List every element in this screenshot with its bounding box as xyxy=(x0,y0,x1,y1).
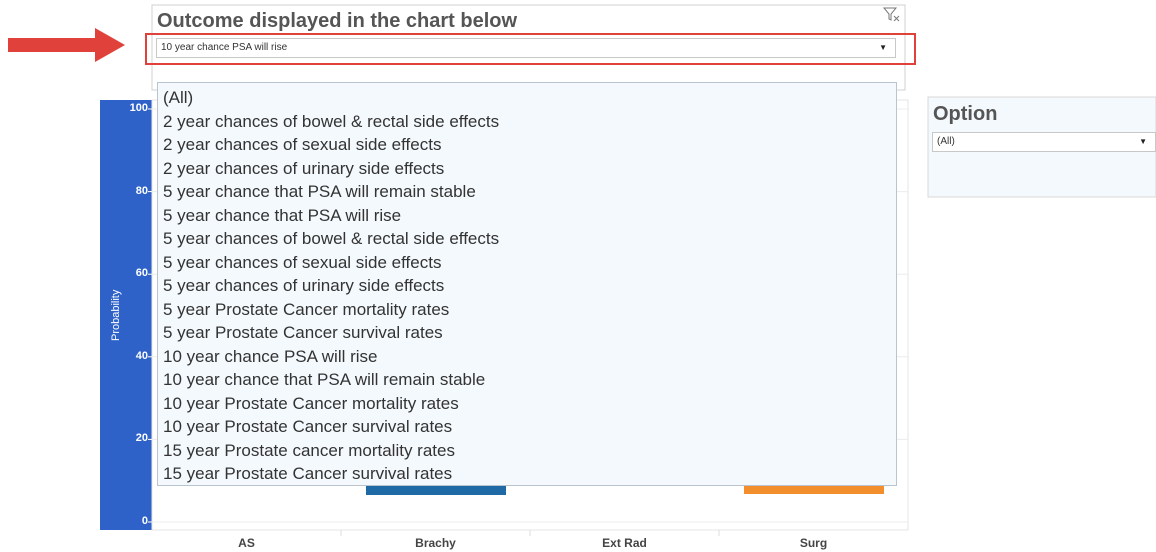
dropdown-option[interactable]: 5 year chance that PSA will rise xyxy=(163,205,402,225)
y-tick-label: 20 xyxy=(135,432,148,445)
selected-value: 10 year chance PSA will rise xyxy=(161,42,288,53)
dropdown-option[interactable]: 10 year Prostate Cancer mortality rates xyxy=(163,393,459,413)
bar-fragment xyxy=(744,486,884,494)
dropdown-option[interactable]: 2 year chances of bowel & rectal side ef… xyxy=(163,111,500,131)
dropdown-option[interactable]: 5 year chance that PSA will remain stabl… xyxy=(163,182,476,201)
filter-title: Outcome displayed in the chart below xyxy=(157,10,518,32)
option-title: Option xyxy=(933,103,998,125)
dropdown-option[interactable]: 5 year Prostate Cancer mortality rates xyxy=(163,299,450,319)
x-tick-label: Surg xyxy=(799,536,828,550)
dropdown-option[interactable]: 10 year Prostate Cancer survival rates xyxy=(163,417,453,436)
dropdown-option[interactable]: 2 year chances of sexual side effects xyxy=(163,135,442,154)
option-select[interactable]: (All) ▼ xyxy=(932,132,1156,152)
arrow xyxy=(8,28,125,62)
dropdown-list: (All) 2 year chances of bowel & rectal si… xyxy=(157,82,897,486)
caret: ▼ xyxy=(879,43,887,52)
dropdown-option[interactable]: 15 year Prostate Cancer survival rates xyxy=(163,464,453,483)
highlight-box xyxy=(145,33,916,65)
dropdown-option[interactable]: 10 year chance PSA will rise xyxy=(163,346,378,366)
y-tick-label: 40 xyxy=(135,349,148,362)
caret: ▼ xyxy=(1139,137,1147,146)
bar-fragment xyxy=(366,486,506,495)
dropdown-option[interactable]: 10 year chance that PSA will remain stab… xyxy=(163,370,486,389)
y-axis-band xyxy=(100,100,152,530)
y-tick-label: 80 xyxy=(135,184,148,197)
dropdown-option[interactable]: (All) xyxy=(163,88,194,107)
x-tick-label: AS xyxy=(238,536,255,550)
clear-filter-icon[interactable] xyxy=(882,7,900,22)
selected-value: (All) xyxy=(937,136,955,147)
filter-select[interactable]: 10 year chance PSA will rise ▼ xyxy=(156,38,896,58)
dropdown-option[interactable]: 15 year Prostate cancer mortality rates xyxy=(163,440,455,460)
dropdown-option[interactable]: 5 year chances of bowel & rectal side ef… xyxy=(163,229,500,248)
dropdown-option[interactable]: 2 year chances of urinary side effects xyxy=(163,158,445,178)
y-tick-label: 0 xyxy=(141,515,148,527)
x-tick-label: Ext Rad xyxy=(602,536,647,550)
dropdown-option[interactable]: 5 year chances of urinary side effects xyxy=(163,276,445,295)
y-ticks: 0 20 40 60 80 100 xyxy=(104,0,148,552)
dropdown-option[interactable]: 5 year chances of sexual side effects xyxy=(163,252,442,272)
x-tick-label: Brachy xyxy=(415,536,456,550)
y-tick-label: 100 xyxy=(129,102,148,114)
dropdown-option[interactable]: 5 year Prostate Cancer survival rates xyxy=(163,323,443,342)
y-tick-label: 60 xyxy=(135,267,148,280)
